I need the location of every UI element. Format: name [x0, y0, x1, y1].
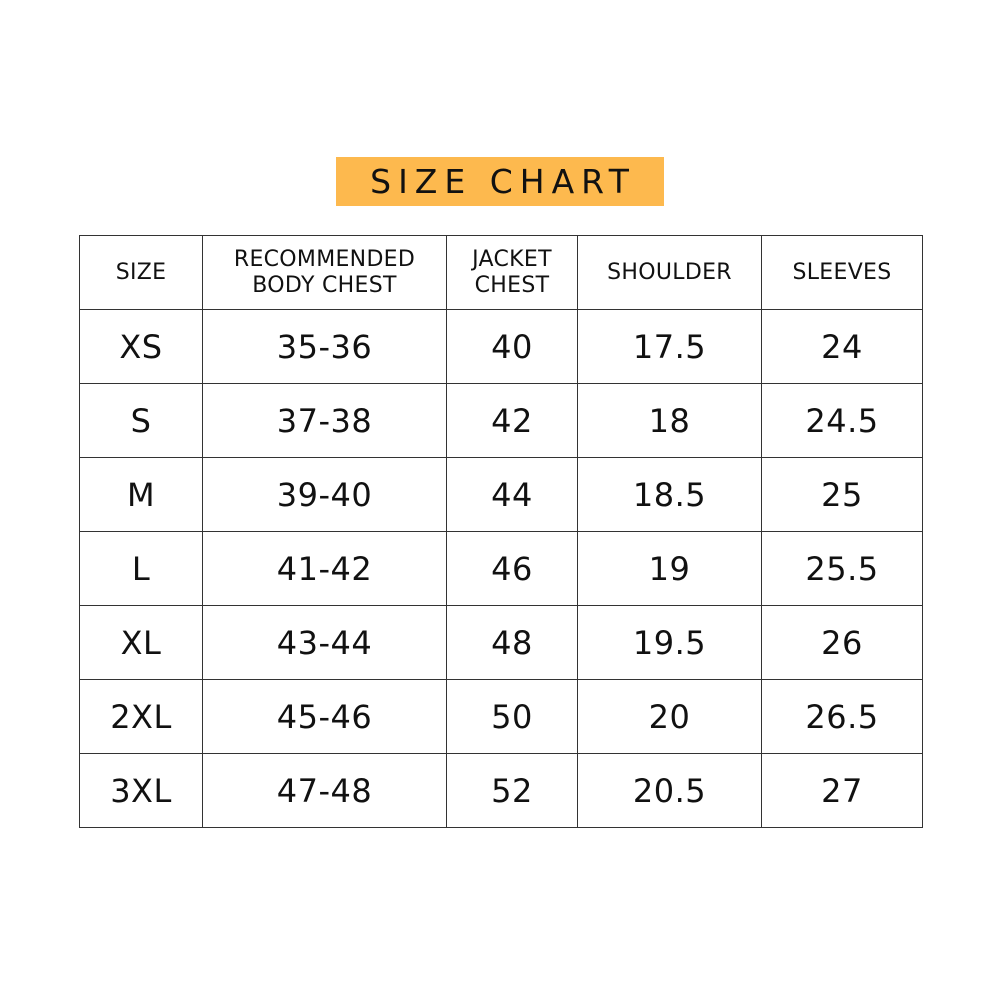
- size-cell: XS: [79, 309, 203, 384]
- table-row: XS 35-36 40 17.5 24: [79, 309, 923, 384]
- measurement-cell: 48: [446, 605, 578, 680]
- column-header: SIZE: [79, 235, 203, 310]
- size-cell: XL: [79, 605, 203, 680]
- measurement-cell: 20: [577, 679, 762, 754]
- measurement-cell: 19: [577, 531, 762, 606]
- table-row: XL 43-44 48 19.5 26: [79, 605, 923, 680]
- size-cell: 2XL: [79, 679, 203, 754]
- measurement-cell: 18: [577, 383, 762, 458]
- column-header-line: SIZE: [115, 259, 167, 285]
- measurement-cell: 50: [446, 679, 578, 754]
- measurement-cell: 26: [761, 605, 923, 680]
- size-cell: S: [79, 383, 203, 458]
- measurement-cell: 19.5: [577, 605, 762, 680]
- measurement-cell: 24.5: [761, 383, 923, 458]
- column-header-line: CHEST: [474, 272, 550, 298]
- measurement-cell: 35-36: [202, 309, 447, 384]
- header-row: SIZE RECOMMENDED BODY CHEST JACKET CHEST SHOU…: [79, 235, 923, 310]
- size-chart-table: SIZE RECOMMENDED BODY CHEST JACKET CHEST SHOU…: [79, 235, 923, 828]
- measurement-cell: 26.5: [761, 679, 923, 754]
- measurement-cell: 45-46: [202, 679, 447, 754]
- measurement-cell: 27: [761, 753, 923, 828]
- measurement-cell: 39-40: [202, 457, 447, 532]
- page-title: SIZE CHART: [336, 157, 664, 206]
- measurement-cell: 20.5: [577, 753, 762, 828]
- table-row: M 39-40 44 18.5 25: [79, 457, 923, 532]
- column-header-line: SHOULDER: [607, 259, 732, 285]
- table-row: 2XL 45-46 50 20 26.5: [79, 679, 923, 754]
- measurement-cell: 41-42: [202, 531, 447, 606]
- column-header: SHOULDER: [577, 235, 762, 310]
- column-header-line: BODY CHEST: [252, 272, 397, 298]
- table-row: 3XL 47-48 52 20.5 27: [79, 753, 923, 828]
- table-row: L 41-42 46 19 25.5: [79, 531, 923, 606]
- measurement-cell: 52: [446, 753, 578, 828]
- column-header: JACKET CHEST: [446, 235, 578, 310]
- column-header: SLEEVES: [761, 235, 923, 310]
- measurement-cell: 24: [761, 309, 923, 384]
- measurement-cell: 42: [446, 383, 578, 458]
- column-header-line: JACKET: [472, 246, 552, 272]
- measurement-cell: 40: [446, 309, 578, 384]
- size-cell: 3XL: [79, 753, 203, 828]
- measurement-cell: 43-44: [202, 605, 447, 680]
- measurement-cell: 44: [446, 457, 578, 532]
- measurement-cell: 47-48: [202, 753, 447, 828]
- measurement-cell: 18.5: [577, 457, 762, 532]
- size-cell: L: [79, 531, 203, 606]
- column-header-line: RECOMMENDED: [233, 246, 416, 272]
- column-header: RECOMMENDED BODY CHEST: [202, 235, 447, 310]
- table-row: S 37-38 42 18 24.5: [79, 383, 923, 458]
- size-cell: M: [79, 457, 203, 532]
- column-header-line: SLEEVES: [792, 259, 892, 285]
- measurement-cell: 17.5: [577, 309, 762, 384]
- measurement-cell: 46: [446, 531, 578, 606]
- measurement-cell: 37-38: [202, 383, 447, 458]
- measurement-cell: 25: [761, 457, 923, 532]
- measurement-cell: 25.5: [761, 531, 923, 606]
